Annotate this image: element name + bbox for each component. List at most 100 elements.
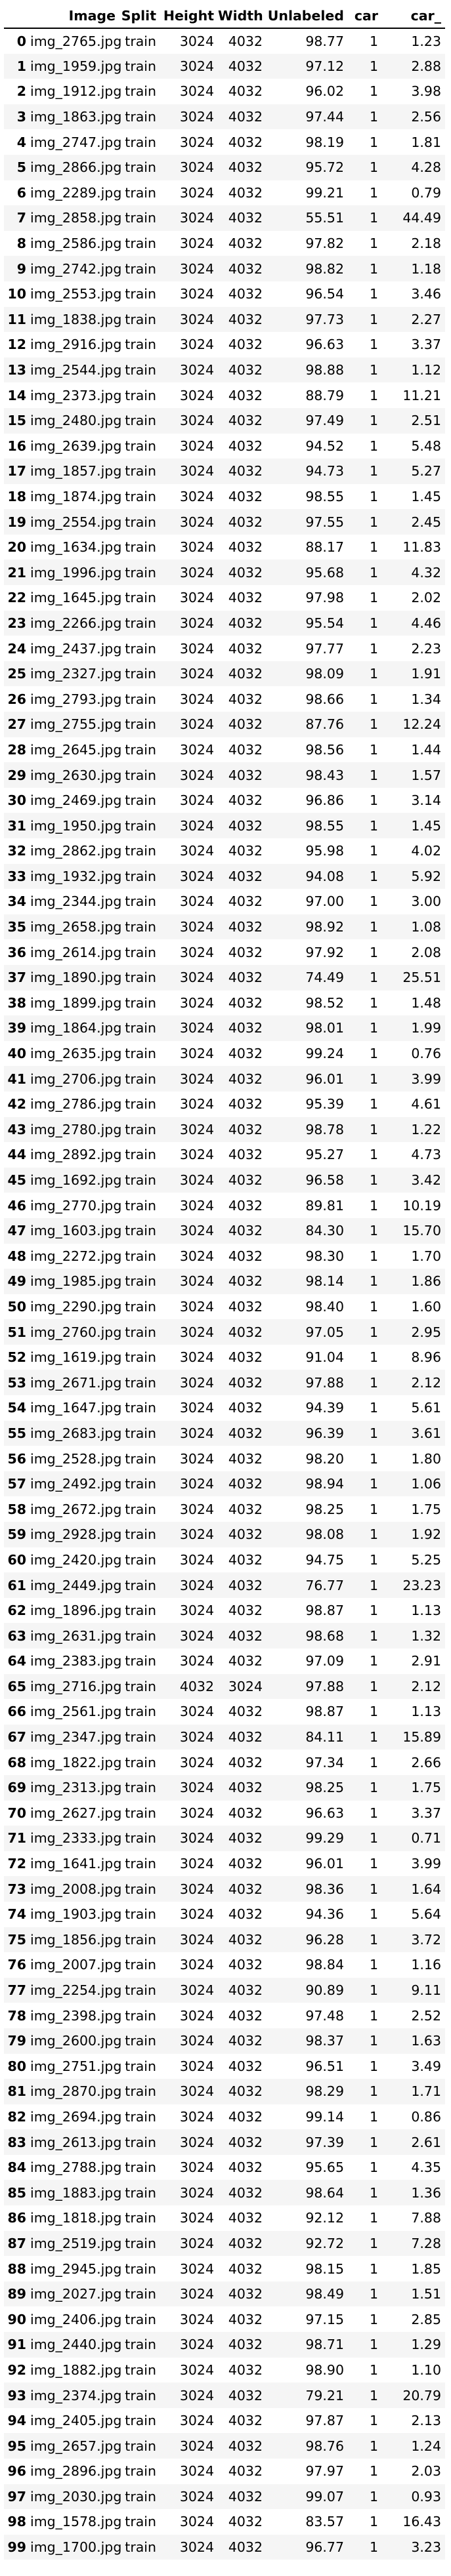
car-cell: 1 (369, 691, 378, 707)
split-cell: train (125, 58, 156, 74)
height-cell: 3024 (179, 1881, 214, 1897)
car-pct-cell: 3.42 (411, 1172, 441, 1189)
image-cell: img_2945.jpg (30, 2260, 122, 2277)
row-index: 26 (7, 691, 26, 707)
table-row: 9 img_2742.jpg train 3024 4032 98.82 1 1.18 (4, 256, 445, 281)
car-cell: 1 (369, 590, 378, 606)
unlabeled-cell: 97.87 (305, 2413, 344, 2429)
table-row: 80 img_2751.jpg train 3024 4032 96.51 1 3.49 (4, 2054, 445, 2079)
row-index: 67 (7, 1729, 26, 1746)
height-cell: 3024 (179, 488, 214, 504)
width-cell: 4032 (228, 1501, 263, 1517)
row-index: 69 (7, 1780, 26, 1796)
car-cell: 1 (369, 919, 378, 935)
unlabeled-cell: 97.12 (305, 58, 344, 74)
car-pct-cell: 3.98 (411, 83, 441, 100)
car-pct-cell: 25.51 (402, 970, 441, 986)
car-pct-cell: 0.86 (411, 2108, 441, 2125)
unlabeled-cell: 97.34 (305, 1754, 344, 1770)
row-index: 88 (7, 2260, 26, 2277)
car-cell: 1 (369, 1603, 378, 1619)
car-cell: 1 (369, 2108, 378, 2125)
unlabeled-cell: 98.37 (305, 2033, 344, 2049)
car-cell: 1 (369, 1856, 378, 1872)
height-cell: 3024 (179, 1704, 214, 1720)
width-cell: 4032 (228, 1425, 263, 1441)
height-cell: 3024 (179, 1248, 214, 1264)
row-index: 43 (7, 1121, 26, 1137)
width-cell: 4032 (228, 2361, 263, 2378)
width-cell: 4032 (228, 1147, 263, 1163)
split-cell: train (125, 184, 156, 201)
image-cell: img_1903.jpg (30, 1906, 122, 1923)
row-index: 77 (7, 1982, 26, 1999)
table-row: 53 img_2671.jpg train 3024 4032 97.88 1 2.12 (4, 1370, 445, 1396)
image-cell: img_2683.jpg (30, 1425, 122, 1441)
row-index: 32 (7, 843, 26, 859)
width-cell: 4032 (228, 970, 263, 986)
unlabeled-cell: 97.97 (305, 2463, 344, 2480)
table-row: 68 img_1822.jpg train 3024 4032 97.34 1 2.66 (4, 1749, 445, 1775)
car-cell: 1 (369, 2134, 378, 2150)
unlabeled-cell: 95.68 (305, 564, 344, 581)
split-cell: train (125, 2463, 156, 2480)
row-index: 56 (7, 1450, 26, 1467)
car-cell: 1 (369, 2463, 378, 2480)
table-row: 4 img_2747.jpg train 3024 4032 98.19 1 1.81 (4, 129, 445, 155)
height-cell: 3024 (179, 1071, 214, 1087)
image-cell: img_2786.jpg (30, 1096, 122, 1113)
table-row: 85 img_1883.jpg train 3024 4032 98.64 1 1.36 (4, 2180, 445, 2206)
row-index: 95 (7, 2438, 26, 2454)
width-cell: 4032 (228, 615, 263, 631)
car-pct-cell: 4.73 (411, 1147, 441, 1163)
split-cell: train (125, 1551, 156, 1568)
image-cell: img_2290.jpg (30, 1298, 122, 1315)
table-row: 46 img_2770.jpg train 3024 4032 89.81 1 10.19 (4, 1193, 445, 1218)
width-cell: 4032 (228, 2260, 263, 2277)
car-pct-cell: 4.02 (411, 843, 441, 859)
row-index: 78 (7, 2007, 26, 2024)
width-cell: 4032 (228, 666, 263, 682)
table-row: 31 img_1950.jpg train 3024 4032 98.55 1 1.45 (4, 813, 445, 838)
car-cell: 1 (369, 1096, 378, 1113)
height-cell: 3024 (179, 2361, 214, 2378)
table-row: 23 img_2266.jpg train 3024 4032 95.54 1 4.46 (4, 610, 445, 636)
width-cell: 4032 (228, 1603, 263, 1619)
unlabeled-cell: 98.25 (305, 1780, 344, 1796)
image-cell: img_2420.jpg (30, 1551, 122, 1568)
image-cell: img_1857.jpg (30, 463, 122, 480)
split-cell: train (125, 387, 156, 403)
image-cell: img_1882.jpg (30, 2361, 122, 2378)
image-cell: img_2254.jpg (30, 1982, 122, 1999)
image-cell: img_2266.jpg (30, 615, 122, 631)
unlabeled-cell: 95.65 (305, 2159, 344, 2176)
height-cell: 3024 (179, 109, 214, 125)
table-row: 88 img_2945.jpg train 3024 4032 98.15 1 1.85 (4, 2256, 445, 2281)
car-pct-cell: 1.44 (411, 741, 441, 758)
height-cell: 3024 (179, 716, 214, 733)
table-row: 83 img_2613.jpg train 3024 4032 97.39 1 2.61 (4, 2129, 445, 2155)
table-row: 95 img_2657.jpg train 3024 4032 98.76 1 1.24 (4, 2433, 445, 2459)
car-cell: 1 (369, 260, 378, 277)
width-cell: 4032 (228, 1957, 263, 1973)
table-row: 90 img_2406.jpg train 3024 4032 97.15 1 2.85 (4, 2306, 445, 2332)
width-cell: 4032 (228, 260, 263, 277)
width-cell: 4032 (228, 1248, 263, 1264)
table-row: 74 img_1903.jpg train 3024 4032 94.36 1 5.64 (4, 1902, 445, 1927)
table-row: 5 img_2866.jpg train 3024 4032 95.72 1 4.28 (4, 154, 445, 180)
image-cell: img_1641.jpg (30, 1856, 122, 1872)
width-cell: 4032 (228, 2007, 263, 2024)
split-cell: train (125, 1830, 156, 1847)
split-cell: train (125, 1729, 156, 1746)
split-cell: train (125, 2413, 156, 2429)
unlabeled-cell: 96.54 (305, 286, 344, 302)
row-index: 59 (7, 1526, 26, 1543)
table-row: 72 img_1641.jpg train 3024 4032 96.01 1 3.99 (4, 1851, 445, 1877)
table-row: 57 img_2492.jpg train 3024 4032 98.94 1 1.06 (4, 1471, 445, 1497)
split-cell: train (125, 2286, 156, 2302)
car-cell: 1 (369, 2514, 378, 2530)
unlabeled-cell: 96.28 (305, 1931, 344, 1948)
image-cell: img_2892.jpg (30, 1147, 122, 1163)
image-cell: img_2639.jpg (30, 438, 122, 454)
car-cell: 1 (369, 2311, 378, 2327)
